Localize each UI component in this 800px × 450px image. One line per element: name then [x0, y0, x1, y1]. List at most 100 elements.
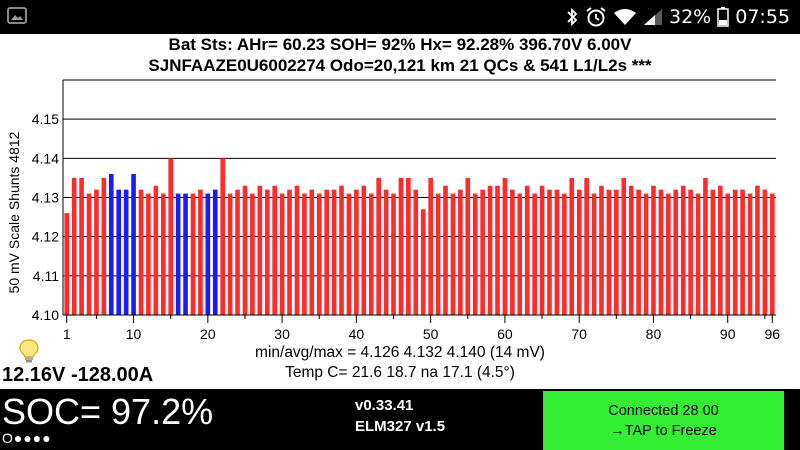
- x-tick-label: 40: [349, 326, 365, 342]
- bar-cell-73: [599, 185, 604, 315]
- bar-cell-91: [732, 189, 738, 315]
- bar-cell-10: [131, 174, 136, 315]
- y-tick-label: 4.12: [32, 229, 59, 245]
- bar-cell-93: [747, 193, 753, 315]
- bar-cell-3: [79, 177, 84, 315]
- tap-to-freeze-label: →TAP to Freeze: [610, 422, 717, 439]
- bar-cell-68: [562, 193, 567, 315]
- bar-cell-57: [480, 189, 485, 315]
- bar-cell-58: [487, 185, 493, 315]
- wifi-icon: [614, 9, 636, 25]
- bar-cell-24: [235, 189, 240, 315]
- bar-cell-88: [710, 189, 716, 315]
- bar-cell-67: [554, 189, 560, 315]
- bar-cell-72: [591, 193, 597, 315]
- bar-cell-38: [339, 185, 344, 315]
- bar-cell-42: [368, 193, 374, 315]
- x-tick-label: 80: [646, 326, 662, 342]
- bar-cell-6: [101, 177, 107, 315]
- bar-cell-61: [510, 189, 515, 315]
- version-info: v0.33.41 ELM327 v1.5: [355, 395, 445, 437]
- aux-battery-readout: 12.16V -128.00A: [2, 364, 154, 386]
- bar-cell-87: [703, 177, 708, 315]
- bar-cell-95: [762, 189, 768, 315]
- bar-cell-90: [725, 193, 731, 315]
- bar-cell-50: [428, 177, 433, 315]
- bar-cell-59: [495, 185, 500, 315]
- x-tick-label: 70: [571, 326, 587, 342]
- gallery-icon[interactable]: [7, 7, 27, 24]
- temperature-readout: Temp C= 21.6 18.7 na 17.1 (4.5°): [285, 364, 515, 381]
- bar-cell-37: [331, 189, 337, 315]
- x-tick-label: 50: [423, 326, 439, 342]
- bar-cell-47: [406, 177, 411, 315]
- bar-cell-71: [584, 177, 589, 315]
- page-indicator-dots[interactable]: O●●●●: [2, 430, 52, 446]
- bar-cell-53: [450, 193, 456, 315]
- y-axis-label: 50 mV Scale Shunts 4812: [6, 131, 22, 293]
- y-tick-label: 4.10: [32, 307, 59, 323]
- bar-cell-54: [458, 189, 463, 315]
- bar-cell-80: [651, 185, 656, 315]
- bar-cell-94: [755, 185, 760, 315]
- bar-cell-64: [532, 193, 537, 315]
- y-tick-label: 4.14: [32, 150, 59, 166]
- bar-cell-84: [680, 185, 686, 315]
- x-tick-label: 10: [126, 326, 142, 342]
- bar-cell-39: [346, 193, 352, 315]
- stats-panel: min/avg/max = 4.126 4.132 4.140 (14 mV) …: [0, 343, 800, 383]
- bar-cell-76: [621, 177, 627, 315]
- bar-cell-82: [666, 193, 671, 315]
- y-tick-label: 4.15: [32, 111, 59, 127]
- adapter-version: ELM327 v1.5: [355, 418, 446, 435]
- bar-cell-62: [517, 193, 523, 315]
- bar-cell-13: [153, 185, 159, 315]
- bar-cell-36: [324, 189, 329, 315]
- lightbulb-icon[interactable]: [18, 338, 40, 364]
- y-tick-label: 4.13: [32, 190, 59, 206]
- bar-cell-78: [636, 189, 641, 315]
- bar-cell-45: [391, 193, 396, 315]
- bar-cell-14: [160, 193, 166, 315]
- x-tick-label: 20: [200, 326, 216, 342]
- y-tick-label: 4.11: [33, 268, 59, 284]
- x-tick-label: 90: [720, 326, 736, 342]
- bar-cell-29: [272, 185, 277, 315]
- bar-cell-77: [628, 185, 634, 315]
- bluetooth-icon: [567, 7, 578, 27]
- bar-cell-43: [376, 177, 381, 315]
- bar-cell-31: [287, 189, 292, 315]
- battery-icon: [717, 7, 729, 27]
- bar-cell-12: [146, 193, 151, 315]
- bar-cell-65: [539, 185, 545, 315]
- bar-cell-20: [205, 193, 211, 315]
- bar-cell-46: [398, 177, 404, 315]
- bar-cell-23: [227, 193, 233, 315]
- bar-cell-44: [383, 189, 389, 315]
- bar-cell-1: [64, 213, 70, 315]
- bar-cell-8: [116, 189, 122, 315]
- bar-cell-21: [212, 189, 218, 315]
- bar-cell-35: [316, 193, 322, 315]
- bar-cell-11: [138, 189, 144, 315]
- status-bar: 32% 07:55: [0, 0, 800, 34]
- bar-cell-26: [250, 193, 255, 315]
- bar-cell-40: [354, 189, 359, 315]
- connection-status: Connected 28 00: [608, 402, 719, 419]
- clock: 07:55: [735, 6, 790, 28]
- bar-cell-52: [443, 185, 448, 315]
- bar-cell-86: [695, 193, 701, 315]
- bar-cell-22: [220, 158, 225, 315]
- bar-cell-63: [524, 185, 530, 315]
- bar-cell-69: [569, 177, 575, 315]
- bar-cell-48: [413, 189, 419, 315]
- connection-freeze-button[interactable]: Connected 28 00 →TAP to Freeze: [543, 391, 784, 450]
- bar-cell-74: [606, 189, 612, 315]
- bar-cell-92: [740, 189, 745, 315]
- bar-cell-19: [198, 189, 203, 315]
- bar-cell-34: [309, 189, 315, 315]
- x-tick-label: 96: [764, 326, 780, 342]
- bar-cell-56: [472, 193, 478, 315]
- signal-icon: [644, 9, 662, 25]
